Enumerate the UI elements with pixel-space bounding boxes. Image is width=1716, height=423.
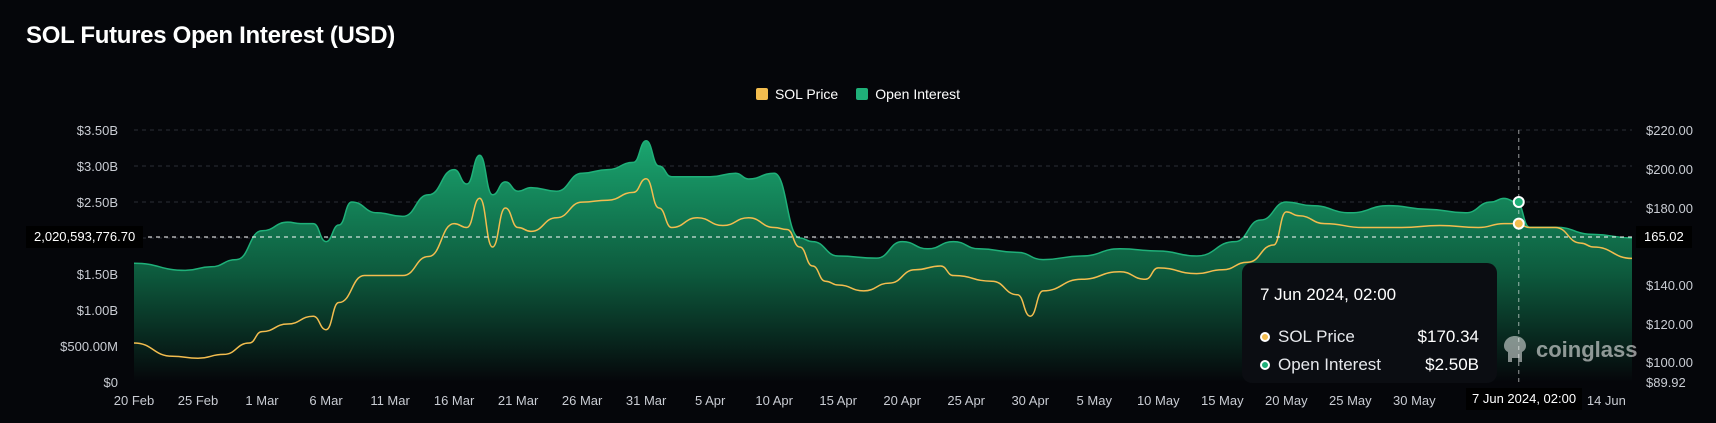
x-axis-tick-label: 11 Mar bbox=[370, 393, 410, 408]
x-axis-tick-label: 26 Mar bbox=[562, 393, 603, 408]
sol-price-line bbox=[133, 177, 1633, 359]
sol-price-marker bbox=[1512, 217, 1525, 230]
chart-legend: SOL Price Open Interest bbox=[0, 86, 1716, 102]
legend-swatch-open-interest bbox=[856, 88, 869, 100]
left-axis-tick-label: $3.50B bbox=[77, 123, 118, 138]
left-axis-tick-label: $1.00B bbox=[77, 303, 118, 318]
right-axis-tick-label: $100.00 bbox=[1646, 355, 1693, 370]
tooltip-title: 7 Jun 2024, 02:00 bbox=[1260, 285, 1397, 304]
x-axis-tick-label: 25 May bbox=[1329, 393, 1372, 408]
right-axis-ticks: $89.92 $100.00 $120.00 $140.00 $180.00 $200.0… bbox=[1646, 123, 1693, 390]
x-axis-tick-label: 30 May bbox=[1393, 393, 1436, 408]
coinglass-watermark: coinglass bbox=[1500, 334, 1637, 366]
right-axis-tick-label: $200.00 bbox=[1646, 162, 1693, 177]
left-axis-tick-label: $1.50B bbox=[77, 267, 118, 282]
right-axis-tick-label: $120.00 bbox=[1646, 317, 1693, 332]
left-axis-tick-label: $2.50B bbox=[77, 195, 118, 210]
legend-label-sol-price: SOL Price bbox=[774, 86, 839, 102]
left-axis-tick-label: $0 bbox=[104, 375, 118, 390]
tooltip-value-sol-price: $170.34 bbox=[1417, 327, 1479, 346]
tooltip-dot-open-interest bbox=[1260, 360, 1270, 370]
x-axis-tick-label: 1 Mar bbox=[245, 393, 279, 408]
x-axis-tick-label: 30 Apr bbox=[1011, 393, 1049, 408]
right-axis-tick-label: $140.00 bbox=[1646, 278, 1693, 293]
tooltip-row-sol-price: SOL Price $170.34 bbox=[1260, 323, 1479, 351]
coinglass-logo-icon bbox=[1504, 336, 1526, 362]
legend-label-open-interest: Open Interest bbox=[875, 86, 961, 102]
x-axis-tick-label: 5 Apr bbox=[695, 393, 726, 408]
x-axis-ticks: 20 Feb 25 Feb 1 Mar 6 Mar 11 Mar 16 Mar 21 Mar… bbox=[114, 393, 1626, 408]
x-axis-tick-label: 15 Apr bbox=[819, 393, 857, 408]
tooltip-label-sol-price: SOL Price bbox=[1278, 327, 1355, 346]
legend-item-open-interest[interactable]: Open Interest bbox=[856, 86, 960, 102]
x-axis-tick-label: 10 Apr bbox=[755, 393, 793, 408]
x-axis-tick-label: 6 Mar bbox=[309, 393, 343, 408]
x-axis-tick-label: 20 Feb bbox=[114, 393, 154, 408]
left-axis-tick-label: $3.00B bbox=[77, 159, 118, 174]
x-axis-tick-label: 25 Feb bbox=[178, 393, 218, 408]
left-axis-tick-label: $500.00M bbox=[60, 339, 118, 354]
coinglass-watermark-text: coinglass bbox=[1536, 337, 1638, 362]
x-axis-tick-label: 5 May bbox=[1077, 393, 1113, 408]
chart-tooltip: 7 Jun 2024, 02:00 SOL Price $170.34 Open… bbox=[1242, 263, 1497, 383]
crosshair-left-value: 2,020,593,776.70 bbox=[26, 226, 144, 248]
tooltip-value-open-interest: $2.50B bbox=[1425, 355, 1479, 374]
open-interest-line bbox=[133, 140, 1633, 272]
right-axis-tick-label: $220.00 bbox=[1646, 123, 1693, 138]
x-axis-tick-label: 25 Apr bbox=[947, 393, 985, 408]
x-axis-tick-label: 10 May bbox=[1137, 393, 1180, 408]
x-axis-tick-label: 31 Mar bbox=[626, 393, 667, 408]
x-axis-tick-label: 20 Apr bbox=[883, 393, 921, 408]
crosshair-date-label: 7 Jun 2024, 02:00 bbox=[1466, 388, 1583, 410]
right-axis-tick-label: $180.00 bbox=[1646, 201, 1693, 216]
left-axis-ticks: $0 $500.00M $1.00B $1.50B $2.50B $3.00B $3.50B bbox=[60, 123, 118, 390]
x-axis-tick-label: 16 Mar bbox=[434, 393, 475, 408]
tooltip-dot-sol-price bbox=[1260, 332, 1270, 342]
tooltip-row-open-interest: Open Interest $2.50B bbox=[1260, 351, 1479, 379]
legend-swatch-sol-price bbox=[755, 88, 768, 100]
tooltip-label-open-interest: Open Interest bbox=[1278, 355, 1382, 374]
x-axis-tick-label: 14 Jun bbox=[1587, 393, 1626, 408]
chart-title: SOL Futures Open Interest (USD) bbox=[26, 22, 395, 49]
x-axis-tick-label: 15 May bbox=[1201, 393, 1244, 408]
x-axis-tick-label: 20 May bbox=[1265, 393, 1308, 408]
open-interest-marker bbox=[1512, 196, 1525, 208]
x-axis-tick-label: 21 Mar bbox=[498, 393, 539, 408]
right-axis-tick-label: $89.92 bbox=[1646, 375, 1686, 390]
legend-item-sol-price[interactable]: SOL Price bbox=[755, 86, 839, 102]
crosshair-right-value: 165.02 bbox=[1636, 226, 1692, 248]
